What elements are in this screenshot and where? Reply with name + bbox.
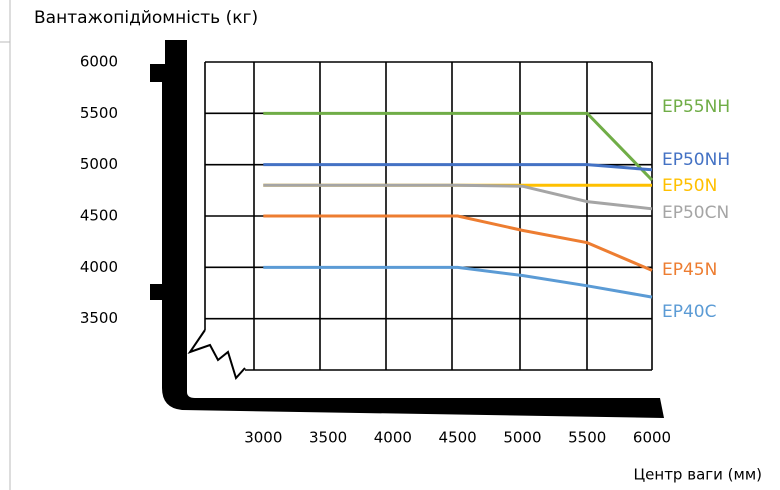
series-line: [263, 265, 653, 299]
series-label: EP55NH: [662, 97, 730, 117]
series-label: EP50CN: [662, 203, 729, 223]
series-label: EP40C: [662, 302, 717, 322]
chart-title: Вантажопідйомність (кг): [34, 8, 258, 28]
x-axis-label: Центр ваги (мм): [634, 466, 762, 484]
series-label: EP45N: [662, 260, 717, 280]
series-label: EP50N: [662, 176, 717, 196]
x-tick-label: 6000: [633, 429, 671, 447]
series-line: [263, 111, 654, 182]
x-tick-label: 3500: [309, 429, 347, 447]
break-mark: [187, 329, 246, 380]
y-tick-label: 5000: [80, 155, 118, 173]
x-tick-label: 4000: [374, 429, 412, 447]
series-line: [263, 163, 653, 172]
x-tick-label: 5000: [503, 429, 541, 447]
y-tick-label: 5500: [80, 104, 118, 122]
x-tick-label: 3000: [244, 429, 282, 447]
series-label: EP50NH: [662, 150, 730, 170]
x-tick-label: 5500: [568, 429, 606, 447]
y-tick-label: 4000: [80, 258, 118, 276]
y-tick-label: 3500: [80, 309, 118, 327]
series-line: [263, 214, 653, 272]
y-tick-label: 6000: [80, 53, 118, 71]
y-tick-label: 4500: [80, 207, 118, 225]
series-line: [263, 183, 653, 211]
x-tick-label: 4500: [439, 429, 477, 447]
